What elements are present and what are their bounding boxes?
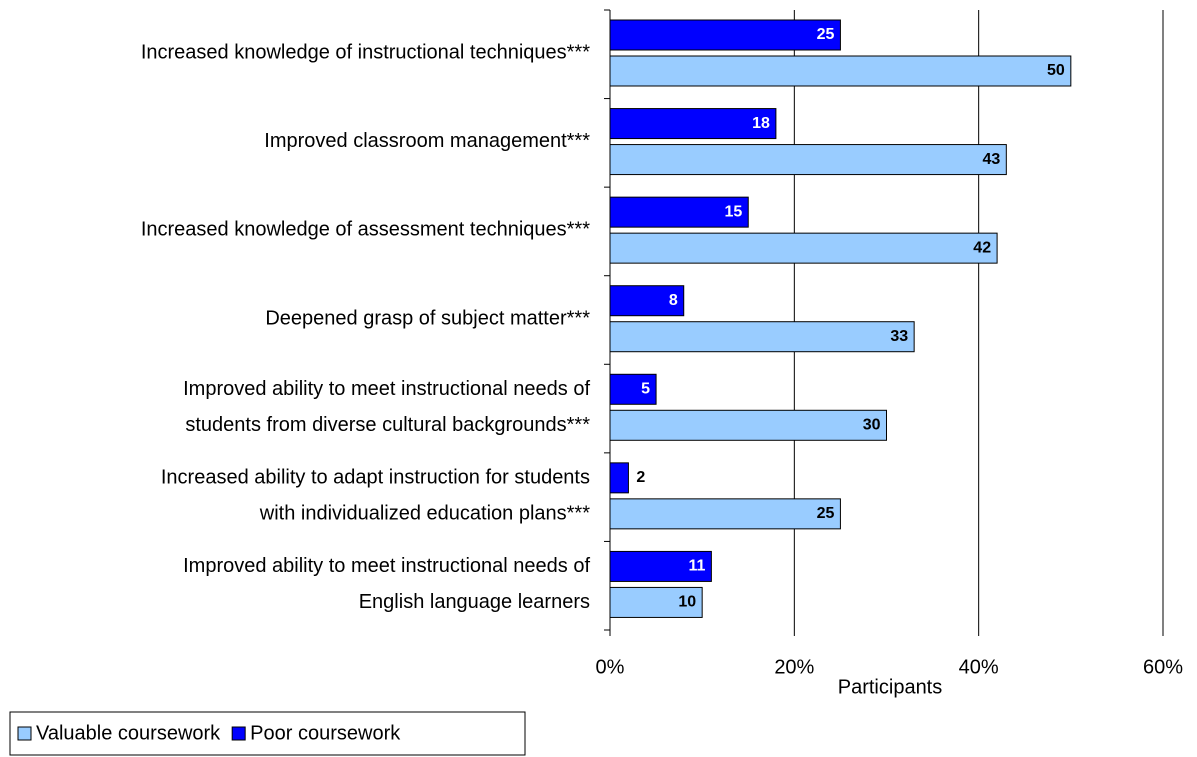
x-tick-label: 20%	[774, 656, 814, 678]
bar	[609, 285, 685, 317]
y-tick-label: students from diverse cultural backgroun…	[185, 414, 590, 436]
y-tick-label: Improved ability to meet instructional n…	[183, 378, 590, 400]
y-tick-label: Increased knowledge of assessment techni…	[141, 219, 590, 241]
y-tick-label: Improved ability to meet instructional n…	[183, 555, 590, 577]
legend-swatch	[231, 726, 246, 741]
bar	[609, 144, 1007, 176]
y-tick-label: English language learners	[359, 591, 590, 613]
x-tick-label: 60%	[1143, 656, 1183, 678]
bar	[609, 196, 749, 228]
bar	[609, 373, 657, 405]
y-tick-label: with individualized education plans***	[259, 502, 590, 524]
bar	[609, 586, 703, 618]
value-label: 5	[641, 381, 650, 398]
x-tick-label: 40%	[959, 656, 999, 678]
value-label: 10	[678, 594, 696, 611]
bar	[609, 55, 1072, 87]
y-tick-label: Improved classroom management***	[264, 130, 590, 152]
value-label: 43	[983, 151, 1001, 168]
bar	[609, 19, 841, 51]
legend: Valuable coursework Poor coursework	[9, 711, 526, 756]
y-tick-label: Increased knowledge of instructional tec…	[141, 42, 590, 64]
value-label: 25	[817, 505, 835, 522]
bar	[609, 108, 777, 140]
value-label: 2	[636, 469, 645, 486]
legend-label: Poor coursework	[250, 722, 401, 744]
value-label: 30	[863, 417, 881, 434]
x-axis-title: Participants	[838, 676, 943, 698]
value-label: 18	[752, 115, 770, 132]
bar	[609, 321, 915, 353]
y-tick-label: Increased ability to adapt instruction f…	[161, 466, 590, 488]
legend-label: Valuable coursework	[36, 722, 221, 744]
value-label: 50	[1047, 62, 1065, 79]
x-tick-label: 0%	[596, 656, 625, 678]
value-label: 33	[890, 328, 908, 345]
bar	[609, 550, 712, 582]
value-label: 15	[724, 203, 742, 220]
legend-swatch	[17, 726, 32, 741]
value-label: 8	[669, 292, 678, 309]
bar	[609, 498, 841, 530]
legend-box	[9, 711, 526, 756]
y-tick-label: Deepened grasp of subject matter***	[265, 307, 590, 329]
value-label: 42	[973, 239, 991, 256]
value-label: 11	[688, 558, 705, 575]
bar	[609, 462, 629, 494]
value-label: 25	[817, 26, 835, 43]
bar	[609, 232, 998, 264]
bar	[609, 409, 887, 441]
